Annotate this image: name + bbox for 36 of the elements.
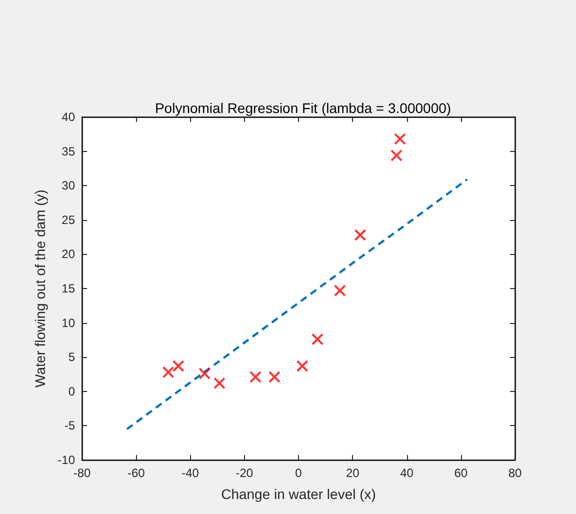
chart-title: Polynomial Regression Fit (lambda = 3.000000) <box>154 100 452 116</box>
point <box>162 366 174 378</box>
y-tick-label: 10 <box>62 316 76 330</box>
x-tick-label: -60 <box>127 466 146 480</box>
x-tick-label: -20 <box>236 466 254 480</box>
y-tick-label: 20 <box>62 247 76 262</box>
x-axis-title: Change in water level (x) <box>221 486 376 502</box>
point <box>198 368 211 380</box>
x-tick-label: -40 <box>182 466 200 480</box>
point <box>249 370 262 383</box>
y-tick-label: 25 <box>62 212 76 227</box>
y-tick-label: 0 <box>68 384 76 398</box>
y-tick-label: 15 <box>62 282 76 296</box>
point <box>394 132 406 145</box>
x-tick-label: 20 <box>346 466 360 480</box>
y-tick-label: 40 <box>62 110 76 124</box>
point <box>172 360 184 372</box>
y-tick-label: -10 <box>58 453 76 467</box>
x-tick-label: 60 <box>454 466 468 480</box>
x-tick-label: 80 <box>508 466 522 480</box>
point <box>390 149 402 162</box>
x-tick-label: -80 <box>73 466 91 480</box>
point <box>296 360 308 372</box>
point <box>354 228 366 241</box>
point <box>213 377 226 390</box>
y-axis-title: Water flowing out of the dam (y) <box>32 190 48 388</box>
point <box>268 370 280 383</box>
line-series <box>126 178 468 430</box>
y-tick-label: 5 <box>68 350 76 364</box>
x-tick-label: 0 <box>295 466 302 480</box>
point <box>334 284 346 297</box>
y-tick-label: -5 <box>64 418 76 433</box>
y-tick-label: 30 <box>62 178 76 193</box>
point <box>311 333 324 346</box>
y-tick-label: 35 <box>62 144 76 158</box>
x-tick-label: 40 <box>400 466 414 480</box>
